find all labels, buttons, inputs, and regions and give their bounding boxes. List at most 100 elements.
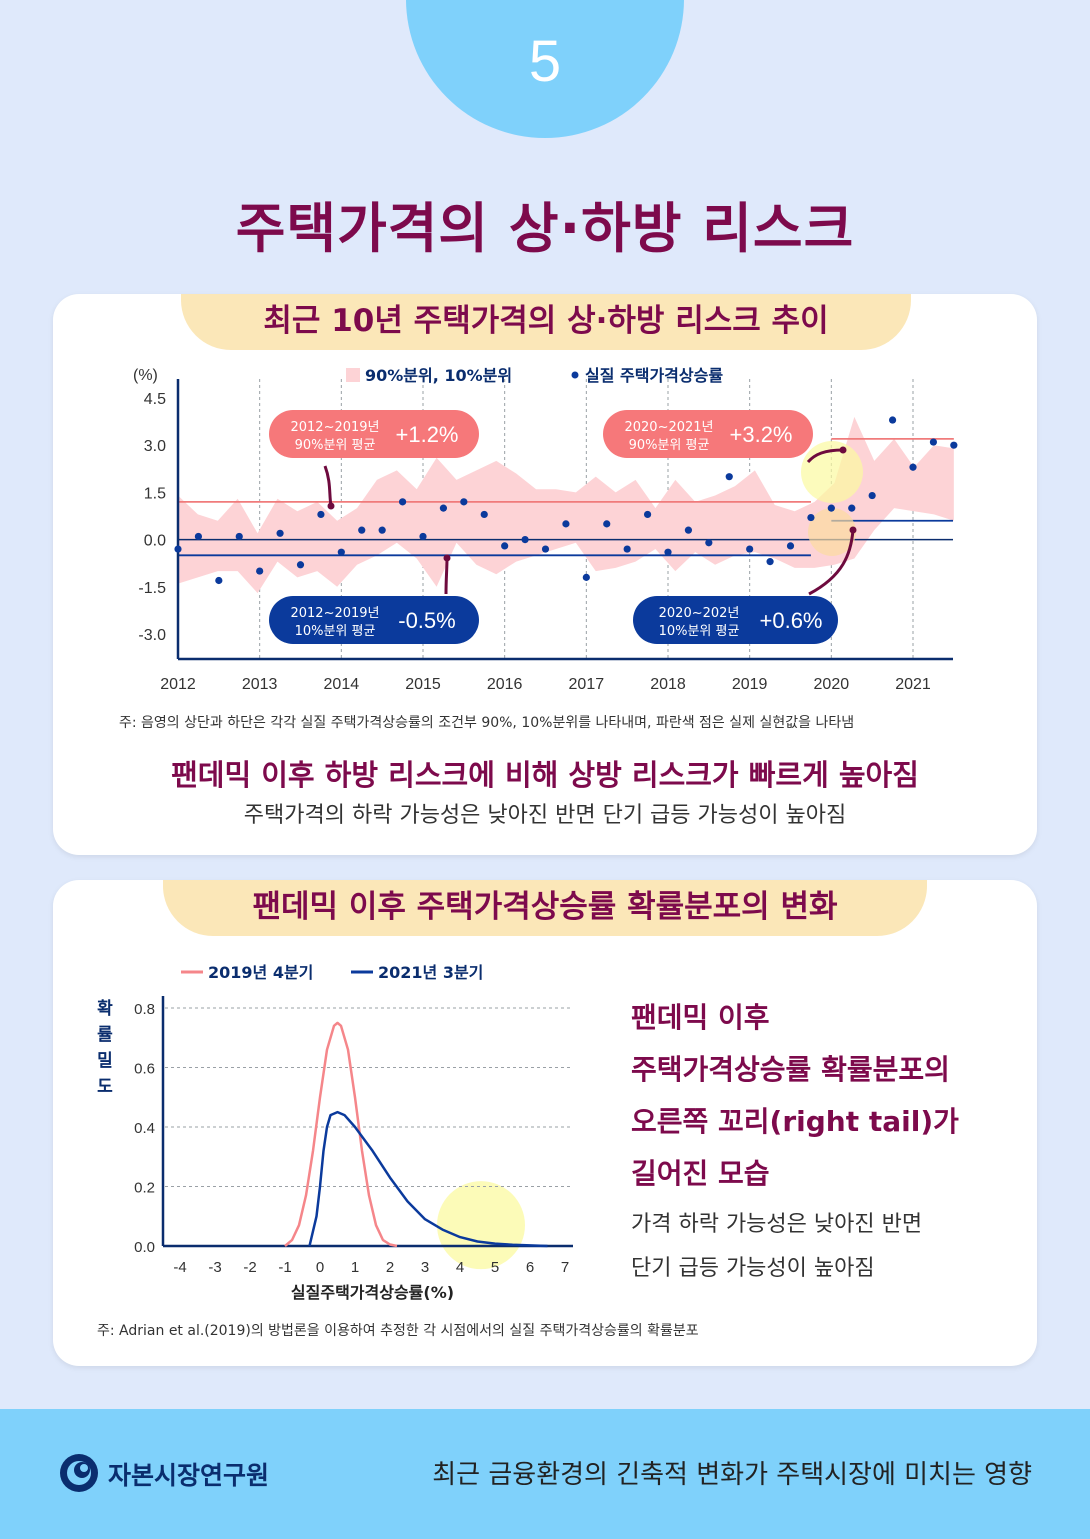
legend-band-label: 90%분위, 10%분위: [365, 366, 512, 385]
reference-label-period: 2020~2021년: [624, 420, 713, 435]
data-point: [337, 548, 345, 556]
data-point: [501, 542, 509, 550]
x-tick-label: 2012: [160, 676, 196, 693]
density-line: [308, 1110, 548, 1248]
data-point: [174, 545, 182, 553]
label-arrow: [444, 557, 449, 595]
footer-org-name: 자본시장연구원: [108, 1461, 270, 1490]
distribution-card: 팬데믹 이후 주택가격상승률 확률분포의 변화 0.8 0.6 0.4 0.2 0.0 -…: [53, 880, 1037, 1366]
data-point: [725, 473, 733, 481]
data-point: [194, 532, 203, 541]
data-point: [276, 529, 284, 537]
data-point: [460, 498, 468, 506]
y-axis-label-char: 밀: [97, 1050, 113, 1071]
label-arrow-tip: [443, 554, 451, 562]
x-tick-label: 2014: [324, 676, 360, 693]
legend-label: 2019년 4분기: [208, 963, 313, 982]
highlight-circle-lower: [808, 508, 856, 556]
density-line: [284, 1021, 398, 1248]
x-tick-label: -2: [243, 1259, 256, 1276]
distribution-note: 주: Adrian et al.(2019)의 방법론을 이용하여 추정한 각 …: [97, 1323, 699, 1339]
x-tick-label: 7: [561, 1259, 569, 1276]
kcmi-logo-icon: [60, 1454, 98, 1492]
data-point: [746, 545, 754, 553]
distribution-heading: 팬데믹 이후 주택가격상승률 확률분포의 변화: [163, 880, 927, 936]
label-arrow-tip: [849, 526, 857, 534]
legend-dot-label: 실질 주택가격상승률: [585, 366, 723, 385]
data-point: [562, 520, 570, 528]
x-tick-label: 2: [386, 1259, 394, 1276]
label-arrow: [806, 448, 844, 464]
footer: [0, 1409, 1090, 1539]
x-tick-label: 0: [316, 1259, 324, 1276]
y-tick-label: 3.0: [144, 438, 166, 455]
side-title-line-1: 팬데믹 이후: [631, 1001, 770, 1034]
data-point: [909, 463, 917, 471]
legend-label: 2021년 3분기: [378, 963, 483, 982]
data-point: [848, 504, 856, 512]
data-point: [807, 513, 815, 522]
footer-report-title: 최근 금융환경의 긴축적 변화가 주택시장에 미치는 영향: [432, 1460, 1032, 1490]
side-sub-line-1: 가격 하락 가능성은 낮아진 반면: [631, 1212, 923, 1237]
y-tick-label: 1.5: [144, 485, 166, 502]
reference-label-name: 10%분위 평균: [659, 624, 740, 639]
risk-trend-note: 주: 음영의 상단과 하단은 각각 실질 주택가격상승률의 조건부 90%, 1…: [119, 715, 855, 731]
data-point: [643, 510, 652, 519]
data-point: [603, 520, 611, 528]
risk-trend-submessage: 주택가격의 하락 가능성은 낮아진 반면 단기 급등 가능성이 높아짐: [243, 803, 847, 828]
distribution-chart: 0.8 0.6 0.4 0.2 0.0 -4 -3 -2 -1 0 1 2 3 4 5 6 7 실질주택가격상승률…: [97, 963, 573, 1300]
x-tick-label: -1: [278, 1259, 291, 1276]
risk-trend-message: 팬데믹 이후 하방 리스크에 비해 상방 리스크가 빠르게 높아짐: [171, 758, 919, 792]
data-point: [684, 526, 693, 534]
data-point: [929, 438, 938, 446]
y-tick-label: -3.0: [138, 627, 166, 644]
data-point: [296, 561, 305, 569]
x-tick-label: 5: [491, 1259, 499, 1276]
page-title: 주택가격의 상·하방 리스크: [235, 197, 855, 260]
data-point: [664, 548, 672, 556]
y-tick-label: 4.5: [144, 391, 166, 408]
reference-label-name: 10%분위 평균: [295, 624, 376, 639]
label-arrow: [323, 465, 333, 507]
reference-label-box: [269, 410, 479, 458]
data-point: [705, 539, 713, 547]
legend-dot-swatch: [571, 371, 579, 379]
x-tick-label: 2013: [242, 676, 278, 693]
data-point: [439, 504, 448, 512]
reference-label-value: +3.2%: [730, 422, 793, 447]
data-point: [582, 573, 590, 581]
reference-label-period: 2012~2019년: [290, 606, 379, 621]
y-tick-label: 0.4: [134, 1120, 155, 1137]
reference-label-period: 2012~2019년: [290, 420, 379, 435]
data-point: [766, 558, 774, 566]
reference-label-box: [603, 410, 813, 458]
x-tick-label: 2015: [405, 676, 441, 693]
x-axis-label: 실질주택가격상승률(%): [291, 1283, 454, 1300]
y-tick-label: 0.0: [144, 533, 166, 550]
page-number: 5: [528, 29, 562, 94]
data-point: [623, 545, 631, 553]
side-sub-line-2: 단기 급등 가능성이 높아짐: [631, 1256, 875, 1281]
data-point: [256, 567, 264, 575]
x-tick-label: -3: [208, 1259, 221, 1276]
side-title-line-4: 길어진 모습: [631, 1157, 770, 1190]
x-tick-label: 2019: [732, 676, 768, 693]
y-axis-label: (%): [133, 367, 158, 384]
data-point: [235, 532, 243, 541]
x-tick-label: 2016: [487, 676, 523, 693]
reference-label-box: [269, 596, 479, 644]
y-tick-label: 0.6: [134, 1061, 155, 1078]
data-point: [950, 441, 958, 449]
reference-label-name: 90%분위 평균: [629, 438, 710, 453]
reference-label-period: 2020~202년: [659, 606, 740, 621]
reference-label-name: 90%분위 평균: [295, 438, 376, 453]
reference-label-value: -0.5%: [398, 608, 455, 633]
y-axis-label-char: 확: [97, 999, 113, 1019]
side-title-line-2: 주택가격상승률 확률분포의: [631, 1053, 950, 1086]
x-tick-label: 2017: [569, 676, 605, 693]
data-point: [358, 526, 366, 534]
x-tick-label: 2018: [650, 676, 686, 693]
y-tick-label: 0.8: [134, 1001, 155, 1018]
data-point: [317, 510, 325, 519]
data-point: [541, 545, 550, 553]
